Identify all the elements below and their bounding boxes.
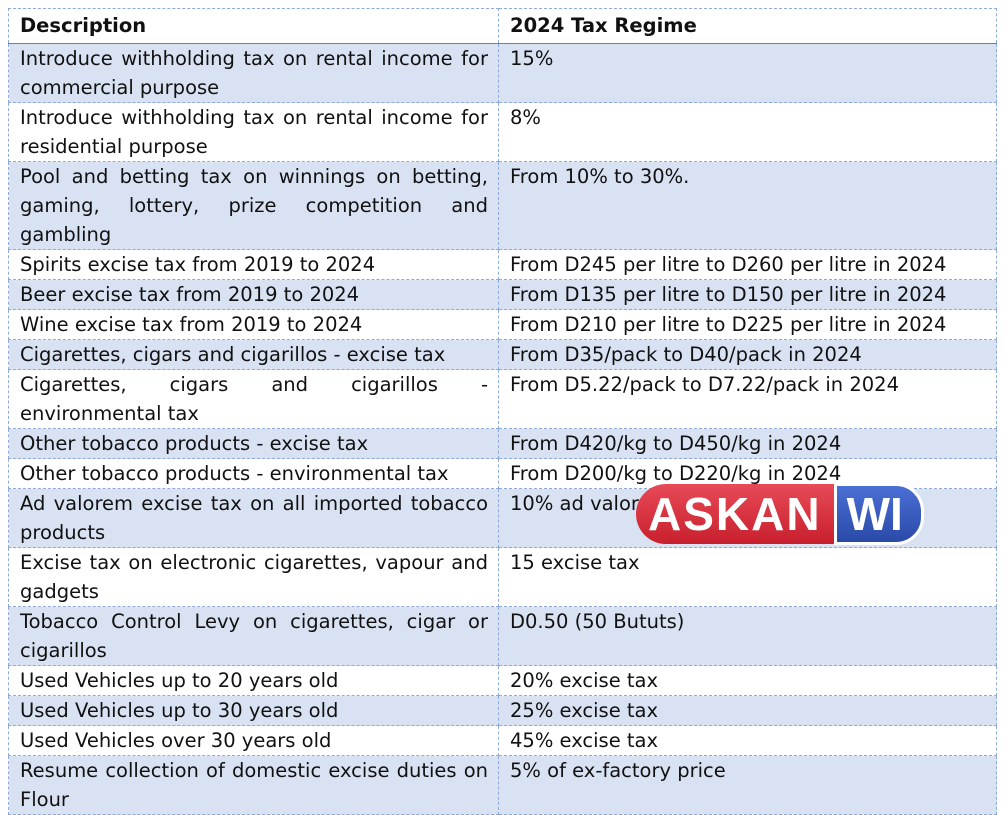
- row-description: Introduce withholding tax on rental inco…: [8, 43, 499, 103]
- row-regime: 5% of ex-factory price: [498, 755, 997, 815]
- table-row: Used Vehicles over 30 years old 45% exci…: [8, 725, 997, 756]
- tax-table-container: Description 2024 Tax Regime Introduce wi…: [8, 8, 997, 815]
- askanwi-watermark-logo: ASKAN WI: [636, 483, 924, 545]
- row-regime: 45% excise tax: [498, 725, 997, 756]
- table-row: Pool and betting tax on winnings on bett…: [8, 161, 997, 250]
- table-row: Used Vehicles up to 20 years old 20% exc…: [8, 665, 997, 696]
- table-row: Used Vehicles up to 30 years old 25% exc…: [8, 695, 997, 726]
- row-regime: From D200/kg to D220/kg in 2024: [498, 458, 997, 489]
- row-regime: 15%: [498, 43, 997, 103]
- table-row: Tobacco Control Levy on cigarettes, ciga…: [8, 606, 997, 666]
- header-tax-regime: 2024 Tax Regime: [498, 8, 997, 44]
- row-regime: From D5.22/pack to D7.22/pack in 2024: [498, 369, 997, 429]
- row-description: Introduce withholding tax on rental inco…: [8, 102, 499, 162]
- row-regime: From D135 per litre to D150 per litre in…: [498, 279, 997, 310]
- row-description: Cigarettes, cigars and cigarillos - envi…: [8, 369, 499, 429]
- row-description: Other tobacco products - excise tax: [8, 428, 499, 459]
- table-row: Beer excise tax from 2019 to 2024 From D…: [8, 279, 997, 310]
- table-row: Spirits excise tax from 2019 to 2024 Fro…: [8, 249, 997, 280]
- row-regime: 15 excise tax: [498, 547, 997, 607]
- row-description: Tobacco Control Levy on cigarettes, ciga…: [8, 606, 499, 666]
- table-row: Resume collection of domestic excise dut…: [8, 755, 997, 815]
- row-regime: From D245 per litre to D260 per litre in…: [498, 249, 997, 280]
- row-description: Excise tax on electronic cigarettes, vap…: [8, 547, 499, 607]
- row-description: Other tobacco products - environmental t…: [8, 458, 499, 489]
- row-description: Pool and betting tax on winnings on bett…: [8, 161, 499, 250]
- row-description: Spirits excise tax from 2019 to 2024: [8, 249, 499, 280]
- table-row: Wine excise tax from 2019 to 2024 From D…: [8, 309, 997, 340]
- row-description: Used Vehicles up to 30 years old: [8, 695, 499, 726]
- row-description: Resume collection of domestic excise dut…: [8, 755, 499, 815]
- table-row: Excise tax on electronic cigarettes, vap…: [8, 547, 997, 607]
- table-row: Cigarettes, cigars and cigarillos - exci…: [8, 339, 997, 370]
- logo-text-askan: ASKAN: [636, 484, 836, 544]
- table-row: Cigarettes, cigars and cigarillos - envi…: [8, 369, 997, 429]
- row-regime: 25% excise tax: [498, 695, 997, 726]
- row-regime: From D210 per litre to D225 per litre in…: [498, 309, 997, 340]
- row-regime: 8%: [498, 102, 997, 162]
- row-description: Cigarettes, cigars and cigarillos - exci…: [8, 339, 499, 370]
- row-regime: From D35/pack to D40/pack in 2024: [498, 339, 997, 370]
- row-description: Used Vehicles up to 20 years old: [8, 665, 499, 696]
- table-row: Other tobacco products - excise tax From…: [8, 428, 997, 459]
- row-description: Beer excise tax from 2019 to 2024: [8, 279, 499, 310]
- logo-text-wi: WI: [833, 483, 924, 545]
- row-regime: D0.50 (50 Bututs): [498, 606, 997, 666]
- table-row: Introduce withholding tax on rental inco…: [8, 102, 997, 162]
- row-description: Ad valorem excise tax on all imported to…: [8, 488, 499, 548]
- table-row: Introduce withholding tax on rental inco…: [8, 43, 997, 103]
- row-regime: From 10% to 30%.: [498, 161, 997, 250]
- row-description: Used Vehicles over 30 years old: [8, 725, 499, 756]
- row-description: Wine excise tax from 2019 to 2024: [8, 309, 499, 340]
- table-header-row: Description 2024 Tax Regime: [8, 8, 997, 44]
- row-regime: 20% excise tax: [498, 665, 997, 696]
- header-description: Description: [8, 8, 499, 44]
- tax-regime-table: Description 2024 Tax Regime Introduce wi…: [8, 8, 997, 815]
- row-regime: From D420/kg to D450/kg in 2024: [498, 428, 997, 459]
- table-row: Other tobacco products - environmental t…: [8, 458, 997, 489]
